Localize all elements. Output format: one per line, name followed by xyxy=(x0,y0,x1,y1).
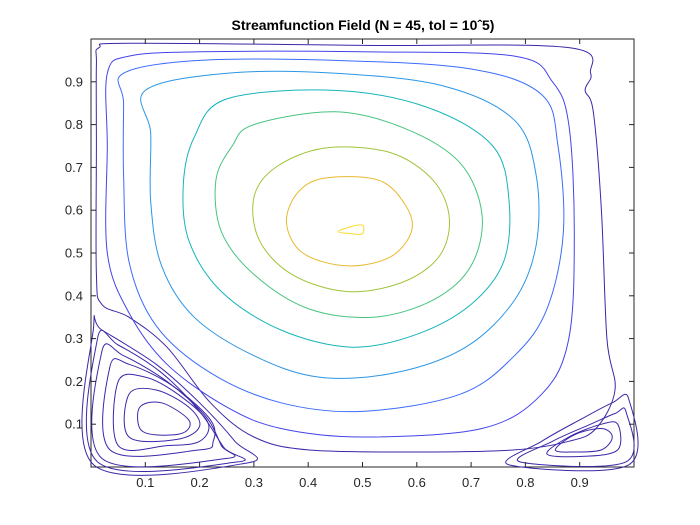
x-tick-label: 0.8 xyxy=(516,475,534,490)
contour-lines xyxy=(81,42,639,476)
chart-title: Streamfunction Field (N = 45, tol = 10ˆ5… xyxy=(232,17,495,33)
contour-line-primary xyxy=(95,42,616,453)
y-tick-label: 0.4 xyxy=(65,288,83,303)
x-tick-label: 0.2 xyxy=(191,475,209,490)
contour-line-bottom-left xyxy=(137,401,191,436)
x-tick-label: 0.4 xyxy=(299,475,317,490)
x-tick-label: 0.6 xyxy=(408,475,426,490)
contour-line-bottom-right xyxy=(505,393,639,472)
contour-line-bottom-right xyxy=(516,407,635,467)
x-tick-label: 0.3 xyxy=(245,475,263,490)
contour-line-bottom-left xyxy=(123,387,201,443)
contour-line-primary xyxy=(105,50,575,438)
contour-line-primary xyxy=(337,224,365,235)
y-tick-label: 0.6 xyxy=(65,203,83,218)
contour-line-primary xyxy=(285,176,413,267)
contour-line-bottom-left xyxy=(81,315,258,476)
contour-line-bottom-right xyxy=(546,421,622,458)
y-tick-label: 0.2 xyxy=(65,374,83,389)
y-tick-label: 0.7 xyxy=(65,160,83,175)
contour-line-bottom-left xyxy=(112,373,210,451)
x-tick-label: 0.9 xyxy=(571,475,589,490)
y-tick-labels: 0.1 0.2 0.3 0.4 0.5 0.6 0.7 0.8 0.9 xyxy=(65,74,83,431)
contour-line-primary xyxy=(182,89,511,348)
y-tick-label: 0.8 xyxy=(65,117,83,132)
contour-line-primary xyxy=(117,58,565,413)
x-tick-label: 0.1 xyxy=(136,475,154,490)
contour-line-bottom-left xyxy=(102,358,216,457)
axis-ticks xyxy=(91,39,634,467)
contour-line-primary xyxy=(214,111,483,319)
contour-line-bottom-left xyxy=(91,343,236,468)
plot-area: 0.1 0.2 0.3 0.4 0.5 0.6 0.7 0.8 0.9 0.1 0.2 0.3 0.4… xyxy=(65,38,639,490)
y-tick-label: 0.5 xyxy=(65,246,83,261)
x-tick-label: 0.7 xyxy=(462,475,480,490)
y-tick-label: 0.9 xyxy=(65,74,83,89)
y-tick-label: 0.1 xyxy=(65,417,83,432)
contour-line-bottom-right xyxy=(554,427,613,453)
x-tick-labels: 0.1 0.2 0.3 0.4 0.5 0.6 0.7 0.8 0.9 xyxy=(136,475,588,490)
contour-line-primary xyxy=(140,70,540,379)
x-tick-label: 0.5 xyxy=(353,475,371,490)
y-tick-label: 0.3 xyxy=(65,331,83,346)
contour-line-primary xyxy=(252,146,451,293)
